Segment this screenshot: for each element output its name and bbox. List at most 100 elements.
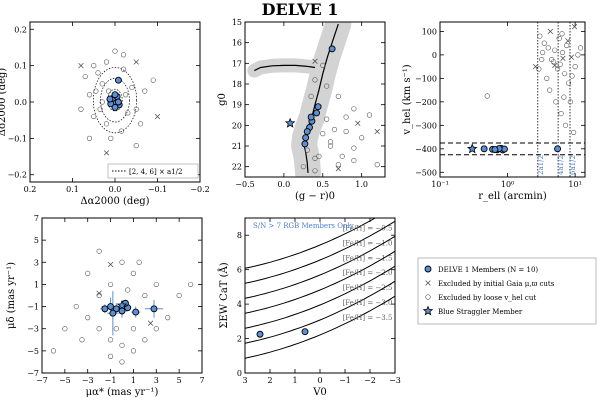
- member-point: [114, 76, 122, 84]
- loose-vhel-point: [335, 162, 341, 168]
- gaia-excluded-point: [103, 150, 110, 156]
- loose-vhel-point: [351, 145, 357, 151]
- y-tick-label: −7: [27, 369, 39, 378]
- member-point: [132, 308, 140, 316]
- loose-vhel-point: [552, 47, 558, 53]
- feh-curve: [245, 295, 395, 359]
- loose-vhel-point: [50, 348, 57, 354]
- loose-vhel-point: [577, 45, 584, 51]
- loose-vhel-point: [366, 112, 373, 118]
- loose-vhel-point: [572, 64, 578, 70]
- gaia-excluded-point: [355, 120, 361, 126]
- x-tick-label: −0.1: [148, 185, 167, 194]
- loose-vhel-point: [91, 63, 97, 69]
- loose-vhel-point: [565, 80, 572, 86]
- member-point: [302, 134, 310, 142]
- loose-vhel-point: [539, 49, 546, 56]
- loose-vhel-point: [557, 61, 563, 67]
- loose-vhel-point: [106, 88, 112, 94]
- gaia-excluded-point: [425, 280, 431, 286]
- feh-curve: [245, 250, 395, 314]
- plot-area: [Fe/H] = −0.5 [Fe/H] = −1.0 [Fe/H] = −1.5 […: [245, 218, 395, 359]
- loose-vhel-point: [559, 49, 566, 56]
- y-tick-label: 2: [237, 335, 242, 344]
- loose-vhel-point: [561, 94, 567, 100]
- x-tick-label: 3: [154, 376, 159, 385]
- member-point: [314, 103, 322, 111]
- loose-vhel-point: [130, 348, 137, 354]
- member-point: [111, 104, 119, 111]
- loose-vhel-point: [93, 88, 99, 94]
- loose-vhel-point: [324, 83, 330, 89]
- x-tick-label: 7: [199, 376, 204, 385]
- x-tick-label: −0.2: [190, 185, 209, 194]
- loose-vhel-point: [103, 59, 110, 65]
- blue-straggler-star: [422, 305, 434, 316]
- loose-vhel-point: [112, 48, 118, 54]
- loose-vhel-point: [539, 56, 545, 63]
- loose-vhel-point: [78, 106, 84, 112]
- y-axis-label: g0: [217, 93, 228, 106]
- vline-label: 4a1/2: [557, 155, 565, 175]
- loose-vhel-point: [324, 116, 330, 122]
- x-tick-label: 0.2: [24, 185, 37, 194]
- loose-vhel-point: [556, 35, 562, 42]
- x-tick-label: −1: [339, 376, 351, 385]
- loose-vhel-point: [79, 337, 85, 343]
- y-tick-label: 17: [232, 59, 242, 68]
- plot-area: [247, 22, 380, 177]
- y-tick-label: −0.1: [8, 134, 27, 143]
- plot-area: [50, 248, 194, 365]
- x-tick-label: 10⁻¹: [431, 180, 449, 189]
- loose-vhel-point: [541, 40, 547, 46]
- loose-vhel-point: [62, 326, 68, 332]
- loose-vhel-point: [123, 92, 129, 98]
- loose-vhel-point: [335, 93, 341, 99]
- plot-frame: [244, 21, 386, 178]
- loose-vhel-point: [142, 337, 148, 343]
- loose-vhel-point: [97, 106, 103, 112]
- feh-label: [Fe/H] = −1.0: [343, 239, 393, 247]
- loose-vhel-point: [107, 281, 114, 288]
- legend-entry-label: Blue Straggler Member: [438, 308, 523, 316]
- loose-vhel-point: [108, 135, 114, 141]
- y-tick-label: 0.1: [14, 62, 27, 71]
- feh-curve: [245, 235, 395, 299]
- x-axis-label: r_ell (arcmin): [478, 191, 547, 202]
- gaia-excluded-point: [147, 320, 154, 326]
- member-point: [554, 145, 562, 153]
- loose-vhel-point: [537, 33, 543, 39]
- loose-vhel-point: [176, 292, 182, 299]
- member-point: [313, 109, 321, 117]
- loose-vhel-point: [544, 75, 550, 81]
- loose-vhel-point: [153, 326, 159, 332]
- loose-vhel-point: [484, 93, 490, 99]
- y-tick-label: 22: [232, 163, 242, 172]
- y-tick-label: −5: [27, 347, 39, 356]
- gaia-excluded-point: [154, 113, 161, 120]
- loose-vhel-point: [312, 77, 318, 83]
- loose-vhel-point: [113, 326, 119, 332]
- loose-vhel-point: [320, 62, 326, 69]
- loose-vhel-point: [308, 93, 314, 99]
- loose-vhel-point: [73, 303, 79, 310]
- gaia-excluded-point: [552, 62, 558, 69]
- loose-vhel-point: [562, 71, 568, 77]
- feh-curve: [245, 265, 395, 329]
- feh-label: [Fe/H] = −2.5: [343, 284, 393, 292]
- proper-motion-panel: −7 −5 −3 −1 1 3 5 7 −7 −5 −3 −1 1 3 5 7 μα* (mas yr⁻¹) μδ…: [6, 214, 205, 398]
- legend-entry-label: Excluded by initial Gaia μ,ϖ cuts: [438, 280, 555, 288]
- loose-vhel-point: [142, 88, 148, 94]
- y-tick-label: 21: [232, 142, 242, 151]
- loose-vhel-point: [304, 147, 310, 153]
- loose-vhel-point: [96, 326, 102, 332]
- loose-vhel-point: [136, 259, 142, 265]
- gaia-excluded-point: [312, 58, 318, 64]
- y-tick-label: −100: [415, 74, 437, 83]
- loose-vhel-point: [120, 52, 127, 58]
- loose-vhel-point: [130, 270, 137, 276]
- y-tick-label: 100: [422, 27, 437, 36]
- gaia-excluded-point: [133, 59, 139, 65]
- x-tick-label: −0.5: [235, 180, 254, 189]
- loose-vhel-point: [558, 110, 564, 117]
